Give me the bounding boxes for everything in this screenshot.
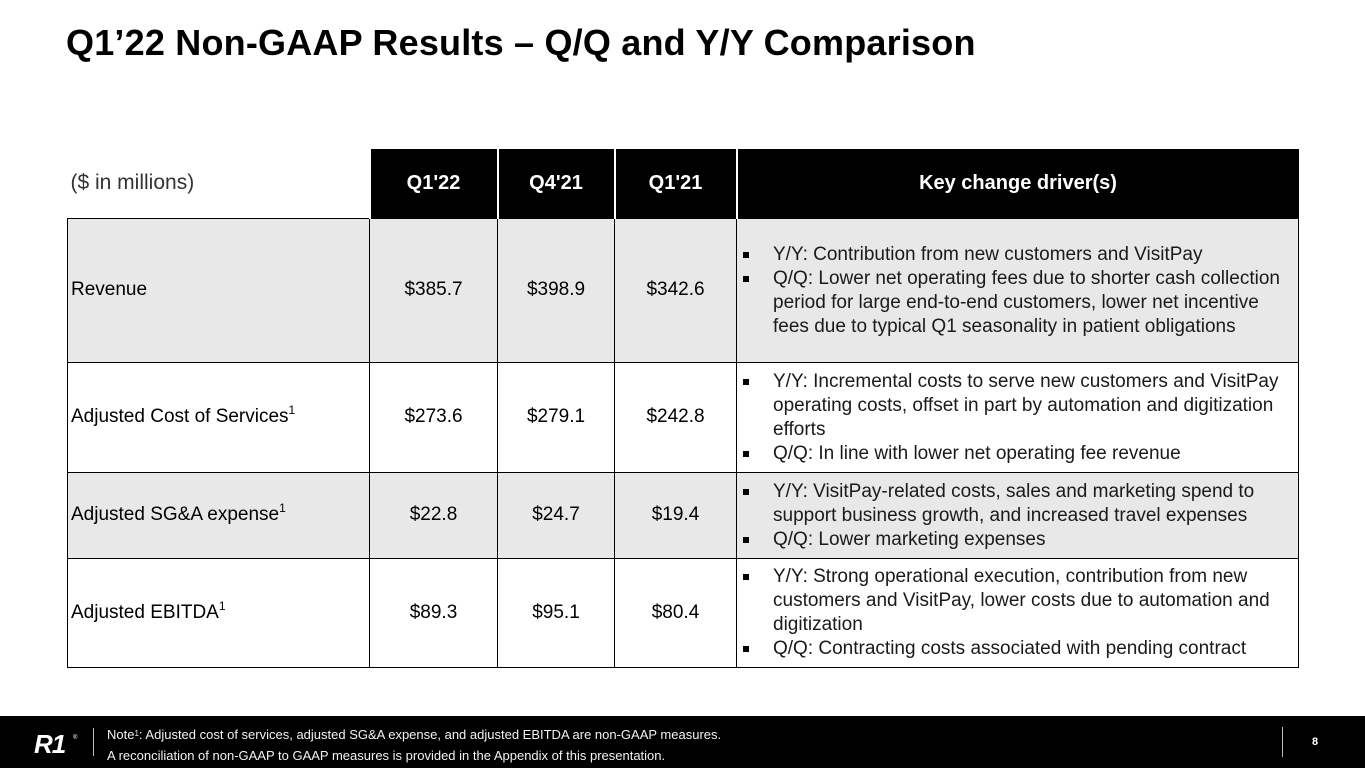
- column-header-drivers: Key change driver(s): [735, 149, 1299, 218]
- footer-divider: [93, 728, 94, 756]
- driver-bullet: Y/Y: Contribution from new customers and…: [741, 243, 1294, 267]
- page-title: Q1’22 Non-GAAP Results – Q/Q and Y/Y Com…: [66, 22, 976, 63]
- driver-bullet: Y/Y: VisitPay-related costs, sales and m…: [741, 480, 1294, 528]
- footnote-marker: 1: [288, 403, 296, 417]
- table-row-revenue: Revenue $385.7 $398.9 $342.6 Y/Y: Contri…: [67, 217, 1299, 363]
- table-header-row: ($ in millions) Q1'22 Q4'21 Q1'21 Key ch…: [67, 149, 1299, 219]
- page-number: 8: [1312, 736, 1319, 748]
- value-q4-21: $24.7: [497, 471, 615, 559]
- footer-bar: R1 ® Note1: Adjusted cost of services, a…: [0, 716, 1365, 768]
- drivers-cell: Y/Y: Contribution from new customers and…: [736, 217, 1299, 363]
- driver-bullet: Q/Q: In line with lower net operating fe…: [741, 442, 1294, 466]
- column-header-q4-21: Q4'21: [496, 149, 615, 218]
- value-q1-22: $273.6: [369, 361, 498, 473]
- value-q1-21: $80.4: [614, 557, 737, 668]
- value-q4-21: $279.1: [497, 361, 615, 473]
- table-row-adjusted-ebitda: Adjusted EBITDA1 $89.3 $95.1 $80.4 Y/Y: …: [67, 557, 1299, 668]
- registered-mark: ®: [73, 735, 78, 741]
- drivers-cell: Y/Y: Strong operational execution, contr…: [736, 557, 1299, 668]
- driver-bullet: Q/Q: Lower marketing expenses: [741, 528, 1294, 552]
- footnote-marker: 1: [218, 598, 226, 613]
- metric-label: Adjusted SG&A expense1: [67, 471, 370, 559]
- results-table: ($ in millions) Q1'22 Q4'21 Q1'21 Key ch…: [67, 149, 1299, 668]
- footer-divider: [1282, 727, 1283, 757]
- value-q4-21: $95.1: [497, 557, 615, 668]
- driver-bullet: Q/Q: Contracting costs associated with p…: [741, 637, 1294, 661]
- value-q4-21: $398.9: [497, 217, 615, 363]
- driver-bullet: Q/Q: Lower net operating fees due to sho…: [741, 267, 1294, 339]
- r1-logo: R1: [34, 729, 66, 759]
- driver-bullet: Y/Y: Incremental costs to serve new cust…: [741, 370, 1294, 442]
- table-row-adjusted-cost-of-services: Adjusted Cost of Services1 $273.6 $279.1…: [67, 361, 1299, 473]
- value-q1-21: $242.8: [614, 361, 737, 473]
- column-header-q1-22: Q1'22: [368, 149, 498, 218]
- footnote-line-1: Note1: Adjusted cost of services, adjust…: [107, 727, 722, 742]
- drivers-cell: Y/Y: VisitPay-related costs, sales and m…: [736, 471, 1299, 559]
- metric-label: Adjusted Cost of Services1: [67, 361, 370, 473]
- value-q1-22: $385.7: [369, 217, 498, 363]
- footnote-text: Note1: Adjusted cost of services, adjust…: [107, 724, 721, 766]
- value-q1-21: $19.4: [614, 471, 737, 559]
- driver-bullet: Y/Y: Strong operational execution, contr…: [741, 565, 1294, 637]
- table-row-adjusted-sga-expense: Adjusted SG&A expense1 $22.8 $24.7 $19.4…: [67, 471, 1299, 559]
- units-label: ($ in millions): [67, 149, 370, 219]
- metric-label: Adjusted EBITDA1: [67, 557, 370, 668]
- value-q1-22: $89.3: [369, 557, 498, 668]
- metric-label: Revenue: [67, 217, 370, 363]
- footnote-line-2: A reconciliation of non-GAAP to GAAP mea…: [107, 748, 666, 763]
- value-q1-21: $342.6: [614, 217, 737, 363]
- value-q1-22: $22.8: [369, 471, 498, 559]
- column-header-q1-21: Q1'21: [613, 149, 737, 218]
- drivers-cell: Y/Y: Incremental costs to serve new cust…: [736, 361, 1299, 473]
- footnote-marker: 1: [279, 501, 286, 515]
